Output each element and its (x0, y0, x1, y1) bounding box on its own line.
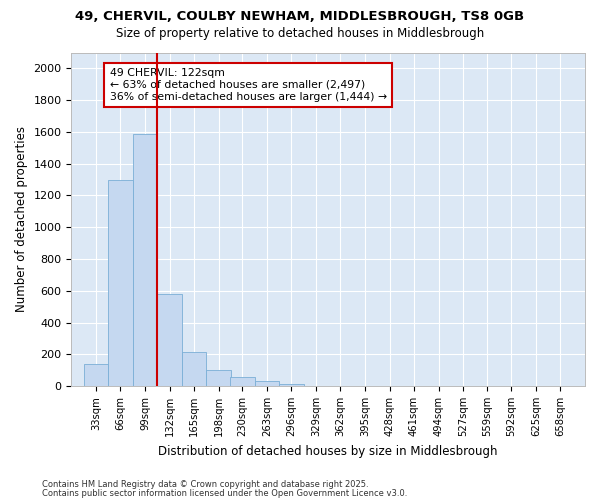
Bar (206, 370, 231, 386)
Bar (230, 378, 254, 386)
Text: Size of property relative to detached houses in Middlesbrough: Size of property relative to detached ho… (116, 28, 484, 40)
Text: Contains public sector information licensed under the Open Government Licence v3: Contains public sector information licen… (42, 488, 407, 498)
Bar (182, 352, 206, 386)
Bar (108, 180, 133, 386)
Text: 49 CHERVIL: 122sqm
← 63% of detached houses are smaller (2,497)
36% of semi-deta: 49 CHERVIL: 122sqm ← 63% of detached hou… (110, 68, 387, 102)
Bar (157, 294, 182, 386)
X-axis label: Distribution of detached houses by size in Middlesbrough: Distribution of detached houses by size … (158, 444, 498, 458)
Text: 49, CHERVIL, COULBY NEWHAM, MIDDLESBROUGH, TS8 0GB: 49, CHERVIL, COULBY NEWHAM, MIDDLESBROUG… (76, 10, 524, 23)
Bar (133, 134, 157, 386)
Bar (279, 384, 304, 386)
Y-axis label: Number of detached properties: Number of detached properties (15, 126, 28, 312)
Bar (254, 382, 279, 386)
Bar (83, 364, 108, 386)
Text: Contains HM Land Registry data © Crown copyright and database right 2025.: Contains HM Land Registry data © Crown c… (42, 480, 368, 489)
